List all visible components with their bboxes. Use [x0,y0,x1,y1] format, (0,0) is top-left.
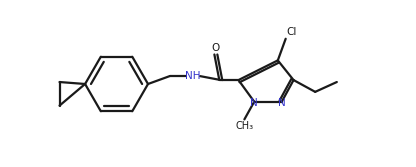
Text: N: N [278,98,286,108]
Text: NH: NH [186,71,201,81]
Text: O: O [212,43,220,53]
Text: Cl: Cl [286,27,297,37]
Text: N: N [250,98,258,108]
Text: CH₃: CH₃ [235,121,253,131]
